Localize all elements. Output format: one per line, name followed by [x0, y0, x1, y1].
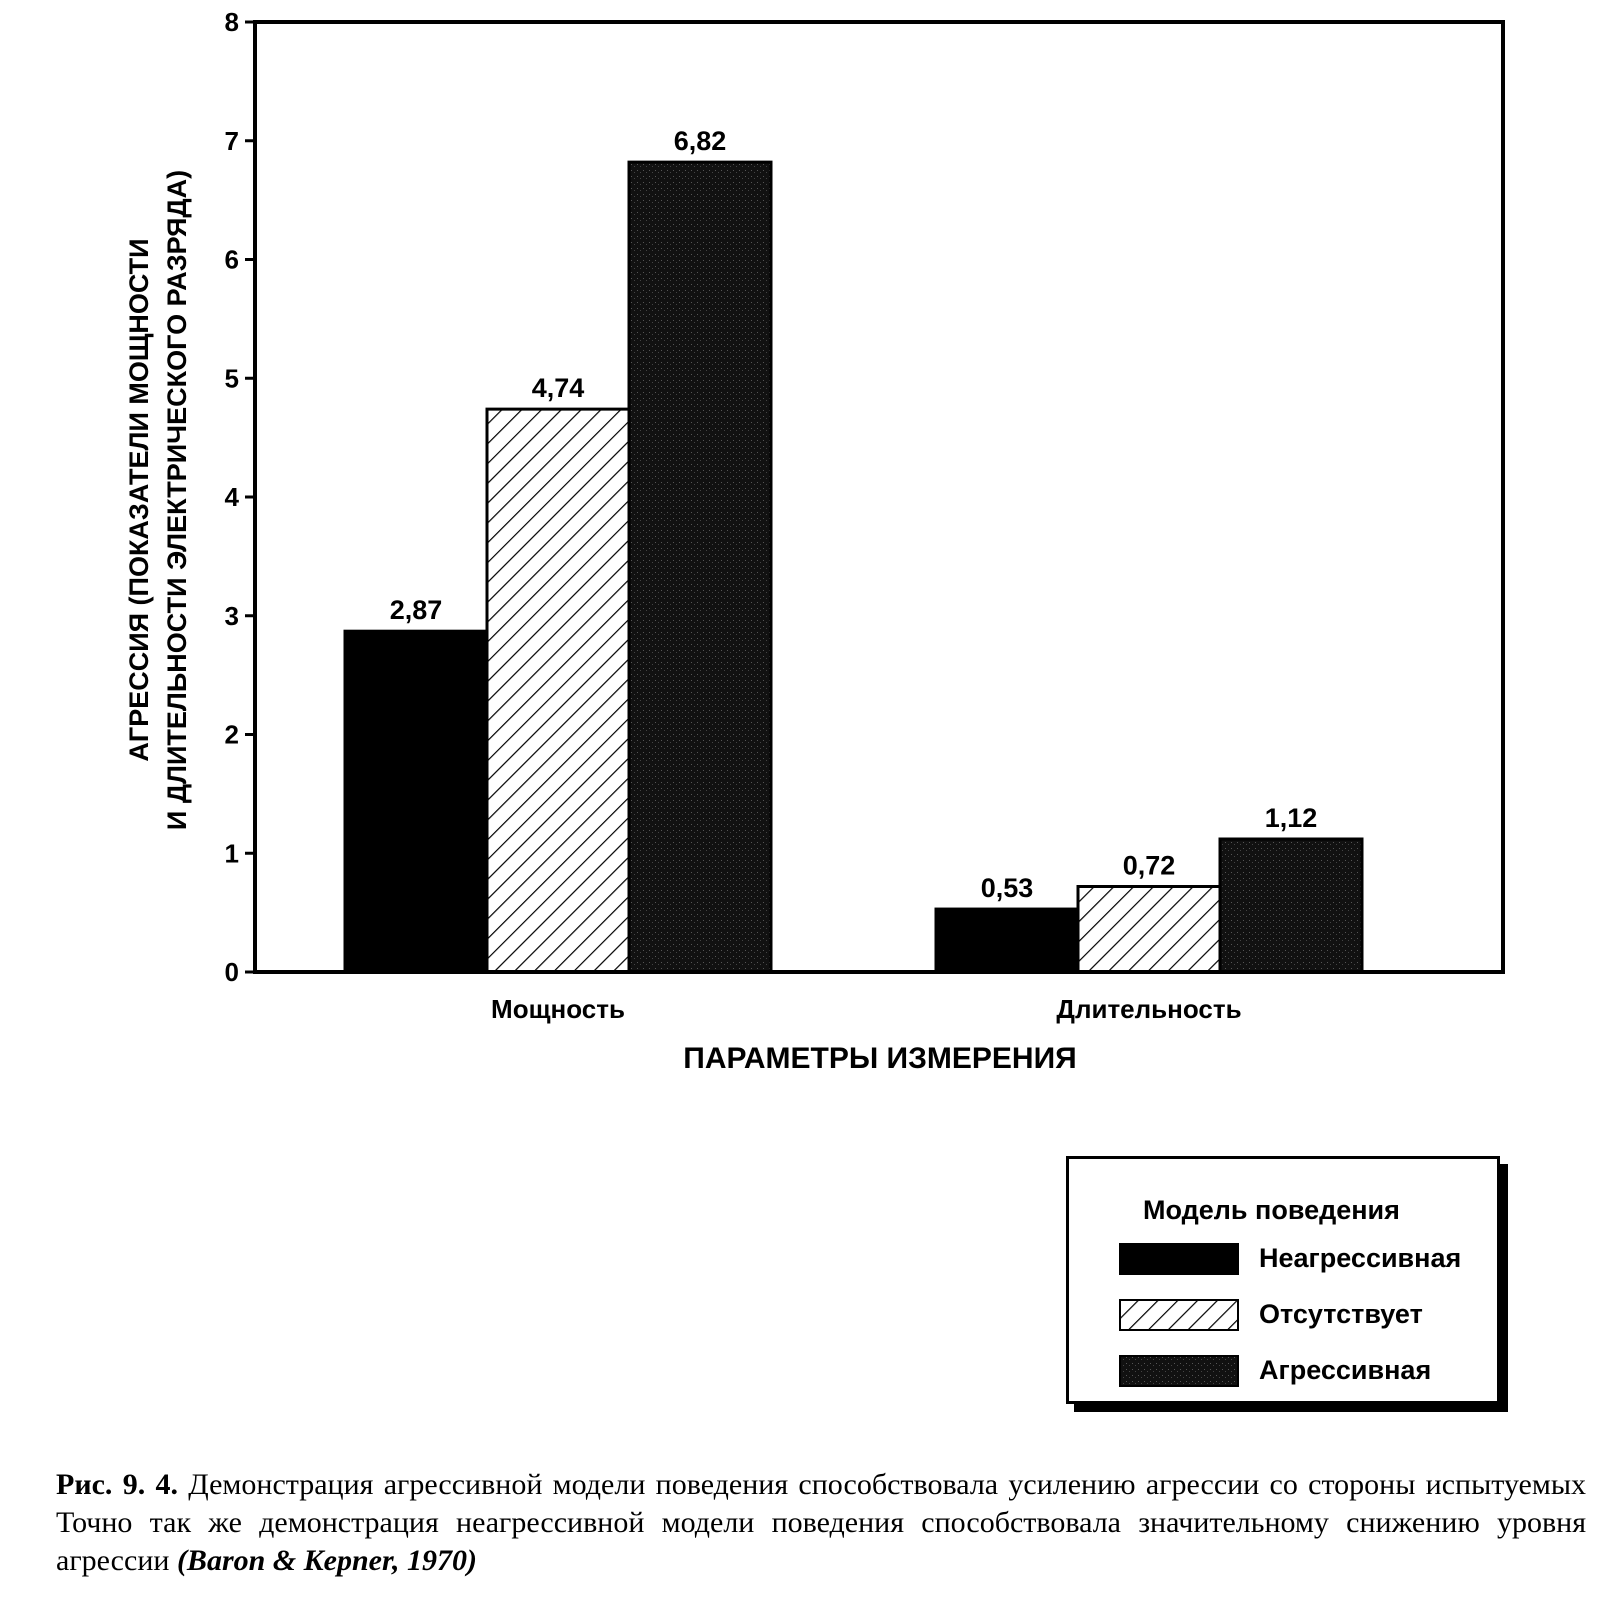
data-label: 0,53	[981, 873, 1034, 903]
legend-item-nonaggressive: Неагрессивная	[1119, 1243, 1499, 1279]
figure-caption: Рис. 9. 4. Демонстрация агрессивной моде…	[56, 1466, 1586, 1580]
legend-label-nonaggressive: Неагрессивная	[1259, 1243, 1462, 1273]
y-tick-label: 5	[225, 363, 239, 393]
data-label: 0,72	[1123, 851, 1176, 881]
y-tick-label: 0	[225, 957, 239, 987]
legend-label-absent: Отсутствует	[1259, 1299, 1423, 1329]
y-tick-label: 8	[225, 7, 239, 37]
data-label: 2,87	[390, 595, 443, 625]
bars	[343, 160, 1364, 974]
y-tick-label: 4	[225, 482, 240, 512]
data-label: 1,12	[1265, 803, 1318, 833]
data-labels: 2,87 4,74 6,82 0,53 0,72 1,12	[390, 126, 1318, 903]
bar-absent	[1076, 885, 1222, 974]
bar-aggressive	[627, 160, 773, 974]
legend-label-aggressive: Агрессивная	[1259, 1355, 1432, 1385]
caption-citation: (Baron & Kepner, 1970)	[176, 1544, 477, 1577]
x-category-label: Мощность	[491, 994, 625, 1024]
plot-frame	[253, 20, 1505, 974]
y-tick-label: 6	[225, 245, 239, 275]
legend: Модель поведения Неагрессивная Отсутству…	[1066, 1156, 1500, 1404]
x-axis-categories: Мощность Длительность	[491, 994, 1242, 1024]
bar-aggressive	[1218, 837, 1364, 974]
legend-swatch-aggressive	[1119, 1355, 1239, 1387]
caption-text: Демонстрация агрессивной модели поведени…	[56, 1468, 1586, 1577]
y-axis-title-line-1: АГРЕССИЯ (ПОКАЗАТЕЛИ МОЩНОСТИ	[124, 238, 154, 761]
legend-swatch-absent	[1119, 1299, 1239, 1331]
bar-absent	[485, 407, 631, 974]
data-label: 4,74	[532, 373, 585, 403]
x-axis-title: ПАРАМЕТРЫ ИЗМЕРЕНИЯ	[683, 1042, 1076, 1075]
legend-title: Модель поведения	[1143, 1195, 1400, 1225]
bar-chart: 0 1 2 3 4 5 6 7 8 2,87 4,74 6,82 0,53 0,72 1,12 Мощно…	[124, 7, 1505, 1075]
bar-nonaggressive	[934, 907, 1080, 974]
legend-swatch-nonaggressive	[1119, 1243, 1239, 1275]
bar-nonaggressive	[343, 629, 489, 974]
legend-item-aggressive: Агрессивная	[1119, 1355, 1499, 1391]
legend-item-absent: Отсутствует	[1119, 1299, 1499, 1335]
data-label: 6,82	[674, 126, 727, 156]
x-category-label: Длительность	[1056, 994, 1241, 1024]
y-axis-ticks: 0 1 2 3 4 5 6 7 8	[225, 7, 255, 987]
y-tick-label: 7	[225, 126, 239, 156]
y-tick-label: 3	[225, 601, 239, 631]
y-tick-label: 2	[225, 720, 239, 750]
y-axis-title-line-2: И ДЛИТЕЛЬНОСТИ ЭЛЕКТРИЧЕСКОГО РАЗРЯДА)	[162, 170, 192, 830]
y-tick-label: 1	[225, 838, 239, 868]
caption-figure-label: Рис. 9. 4.	[56, 1468, 178, 1501]
